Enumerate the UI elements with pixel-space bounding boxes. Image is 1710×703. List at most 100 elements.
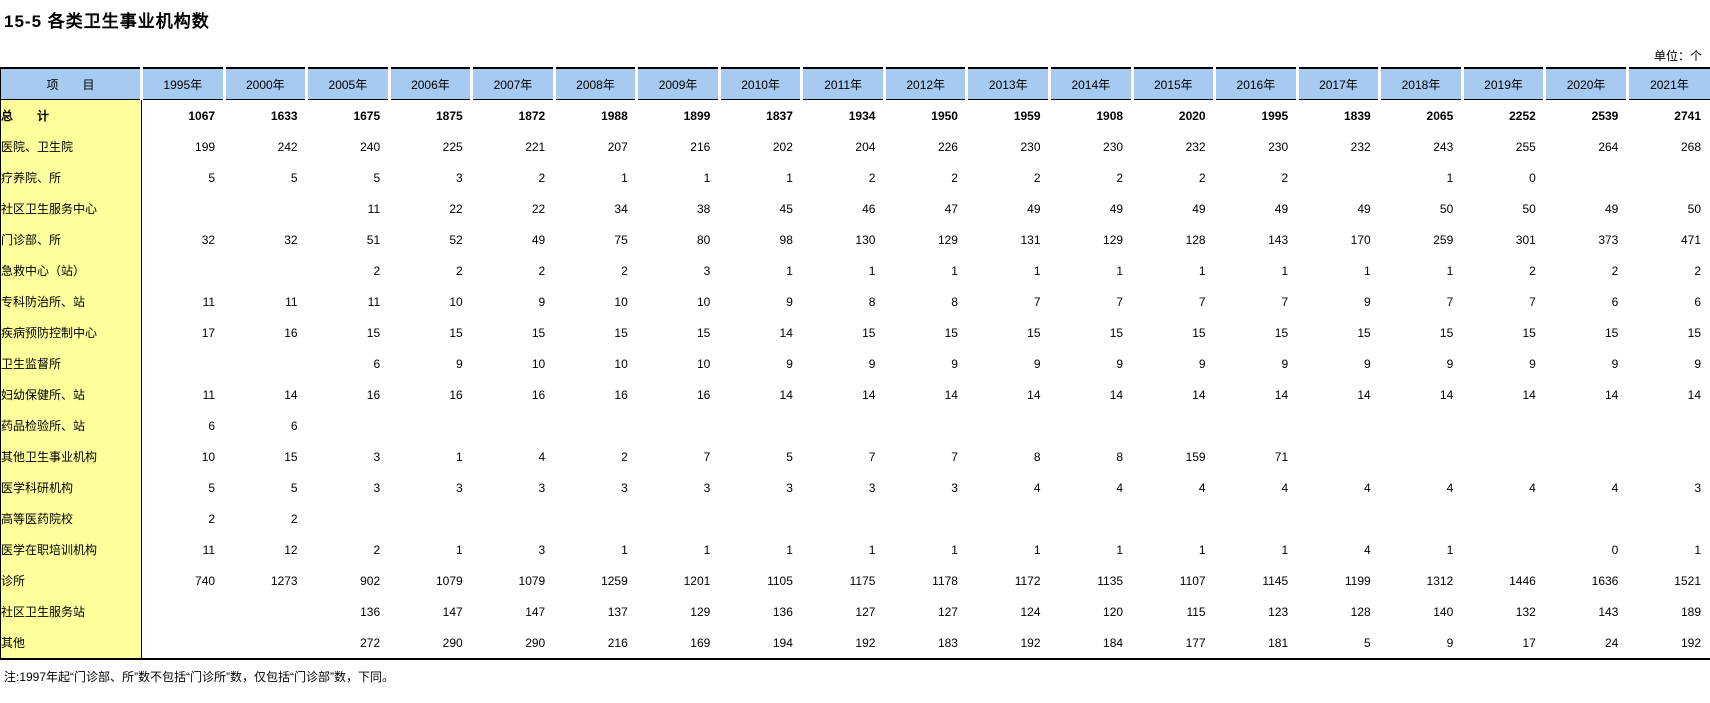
value-cell: 2 xyxy=(389,255,472,286)
value-cell: 131 xyxy=(966,224,1050,255)
value-cell: 1872 xyxy=(471,99,555,131)
value-cell: 1839 xyxy=(1297,99,1380,131)
value-cell: 2 xyxy=(554,441,637,472)
value-cell: 16 xyxy=(389,379,472,410)
value-cell xyxy=(1462,410,1545,441)
value-cell: 2 xyxy=(966,162,1050,193)
value-cell: 45 xyxy=(719,193,802,224)
value-cell: 199 xyxy=(141,131,225,162)
value-cell: 11 xyxy=(141,534,225,565)
value-cell: 49 xyxy=(471,224,555,255)
health-institutions-table: 项 目 1995年 2000年 2005年 2006年 2007年 2008年 2009年 2… xyxy=(0,67,1710,660)
value-cell: 1079 xyxy=(471,565,555,596)
value-cell: 1105 xyxy=(719,565,802,596)
value-cell: 38 xyxy=(636,193,720,224)
value-cell xyxy=(1132,503,1215,534)
value-cell: 207 xyxy=(554,131,637,162)
value-cell: 1201 xyxy=(636,565,720,596)
value-cell: 9 xyxy=(719,286,802,317)
row-label-cell: 医学在职培训机构 xyxy=(0,534,142,565)
value-cell: 9 xyxy=(1214,348,1298,379)
value-cell: 2 xyxy=(1049,162,1133,193)
value-cell: 1636 xyxy=(1544,565,1628,596)
value-cell: 51 xyxy=(306,224,390,255)
year-header-cell: 1995年 xyxy=(140,68,225,100)
value-cell: 1 xyxy=(1049,534,1133,565)
value-cell: 230 xyxy=(966,131,1050,162)
value-cell xyxy=(719,503,802,534)
value-cell xyxy=(1544,410,1628,441)
value-cell: 7 xyxy=(884,441,967,472)
table-row: 急救中心（站） 2 2 2 2 3 1 1 1 1 1 1 1 1 1 2 2 2 xyxy=(0,255,1710,286)
value-cell: 4 xyxy=(1049,472,1133,503)
value-cell: 10 xyxy=(389,286,472,317)
year-header-cell: 2000年 xyxy=(222,68,307,100)
value-cell: 17 xyxy=(141,317,225,348)
value-cell: 124 xyxy=(966,596,1050,627)
value-cell: 9 xyxy=(1627,348,1710,379)
value-cell: 123 xyxy=(1214,596,1298,627)
value-cell: 1 xyxy=(1379,255,1463,286)
value-cell: 15 xyxy=(884,317,967,348)
value-cell: 6 xyxy=(224,410,307,441)
value-cell: 14 xyxy=(1297,379,1380,410)
value-cell: 1 xyxy=(1627,534,1710,565)
value-cell: 1145 xyxy=(1214,565,1298,596)
footnote: 注:1997年起“门诊部、所”数不包括“门诊所”数，仅包括“门诊部”数，下同。 xyxy=(4,670,395,684)
row-label-cell: 急救中心（站） xyxy=(0,255,142,286)
year-header-cell: 2020年 xyxy=(1543,68,1628,100)
year-header-cell: 2006年 xyxy=(387,68,472,100)
value-cell: 14 xyxy=(1132,379,1215,410)
value-cell: 1 xyxy=(884,255,967,286)
value-cell: 202 xyxy=(719,131,802,162)
value-cell xyxy=(471,410,555,441)
value-cell: 1273 xyxy=(224,565,307,596)
value-cell: 4 xyxy=(1297,472,1380,503)
table-row: 医学在职培训机构 11 12 2 1 3 1 1 1 1 1 1 1 1 1 4 1 0 1 xyxy=(0,534,1710,565)
value-cell: 22 xyxy=(389,193,472,224)
value-cell: 14 xyxy=(224,379,307,410)
value-cell xyxy=(1297,410,1380,441)
value-cell: 34 xyxy=(554,193,637,224)
value-cell: 3 xyxy=(636,472,720,503)
value-cell: 3 xyxy=(884,472,967,503)
value-cell: 2020 xyxy=(1132,99,1215,131)
value-cell: 5 xyxy=(224,472,307,503)
value-cell: 2252 xyxy=(1462,99,1545,131)
value-cell: 32 xyxy=(224,224,307,255)
value-cell: 1 xyxy=(1132,534,1215,565)
value-cell: 4 xyxy=(1214,472,1298,503)
value-cell: 14 xyxy=(801,379,885,410)
value-cell: 232 xyxy=(1297,131,1380,162)
year-header-cell: 2016年 xyxy=(1213,68,1298,100)
value-cell: 75 xyxy=(554,224,637,255)
value-cell: 140 xyxy=(1379,596,1463,627)
value-cell: 290 xyxy=(471,627,555,659)
value-cell: 127 xyxy=(801,596,885,627)
value-cell: 9 xyxy=(1132,348,1215,379)
value-cell xyxy=(1297,441,1380,472)
value-cell xyxy=(224,193,307,224)
value-cell: 259 xyxy=(1379,224,1463,255)
value-cell xyxy=(801,503,885,534)
value-cell xyxy=(1544,441,1628,472)
value-cell: 130 xyxy=(801,224,885,255)
page-title: 15-5 各类卫生事业机构数 xyxy=(4,12,210,31)
value-cell: 143 xyxy=(1544,596,1628,627)
value-cell: 3 xyxy=(1627,472,1710,503)
value-cell: 15 xyxy=(224,441,307,472)
value-cell: 2 xyxy=(471,162,555,193)
value-cell: 3 xyxy=(554,472,637,503)
year-header-cell: 2012年 xyxy=(882,68,967,100)
value-cell: 1 xyxy=(636,534,720,565)
year-header-cell: 2015年 xyxy=(1130,68,1215,100)
row-label-cell: 高等医药院校 xyxy=(0,503,142,534)
value-cell: 7 xyxy=(1462,286,1545,317)
value-cell: 15 xyxy=(1297,317,1380,348)
value-cell xyxy=(966,503,1050,534)
value-cell xyxy=(1379,503,1463,534)
value-cell: 1 xyxy=(1379,534,1463,565)
year-header-cell: 2018年 xyxy=(1378,68,1463,100)
year-header-cell: 2007年 xyxy=(470,68,555,100)
table-row: 其他卫生事业机构 10 15 3 1 4 2 7 5 7 7 8 8 159 71 xyxy=(0,441,1710,472)
